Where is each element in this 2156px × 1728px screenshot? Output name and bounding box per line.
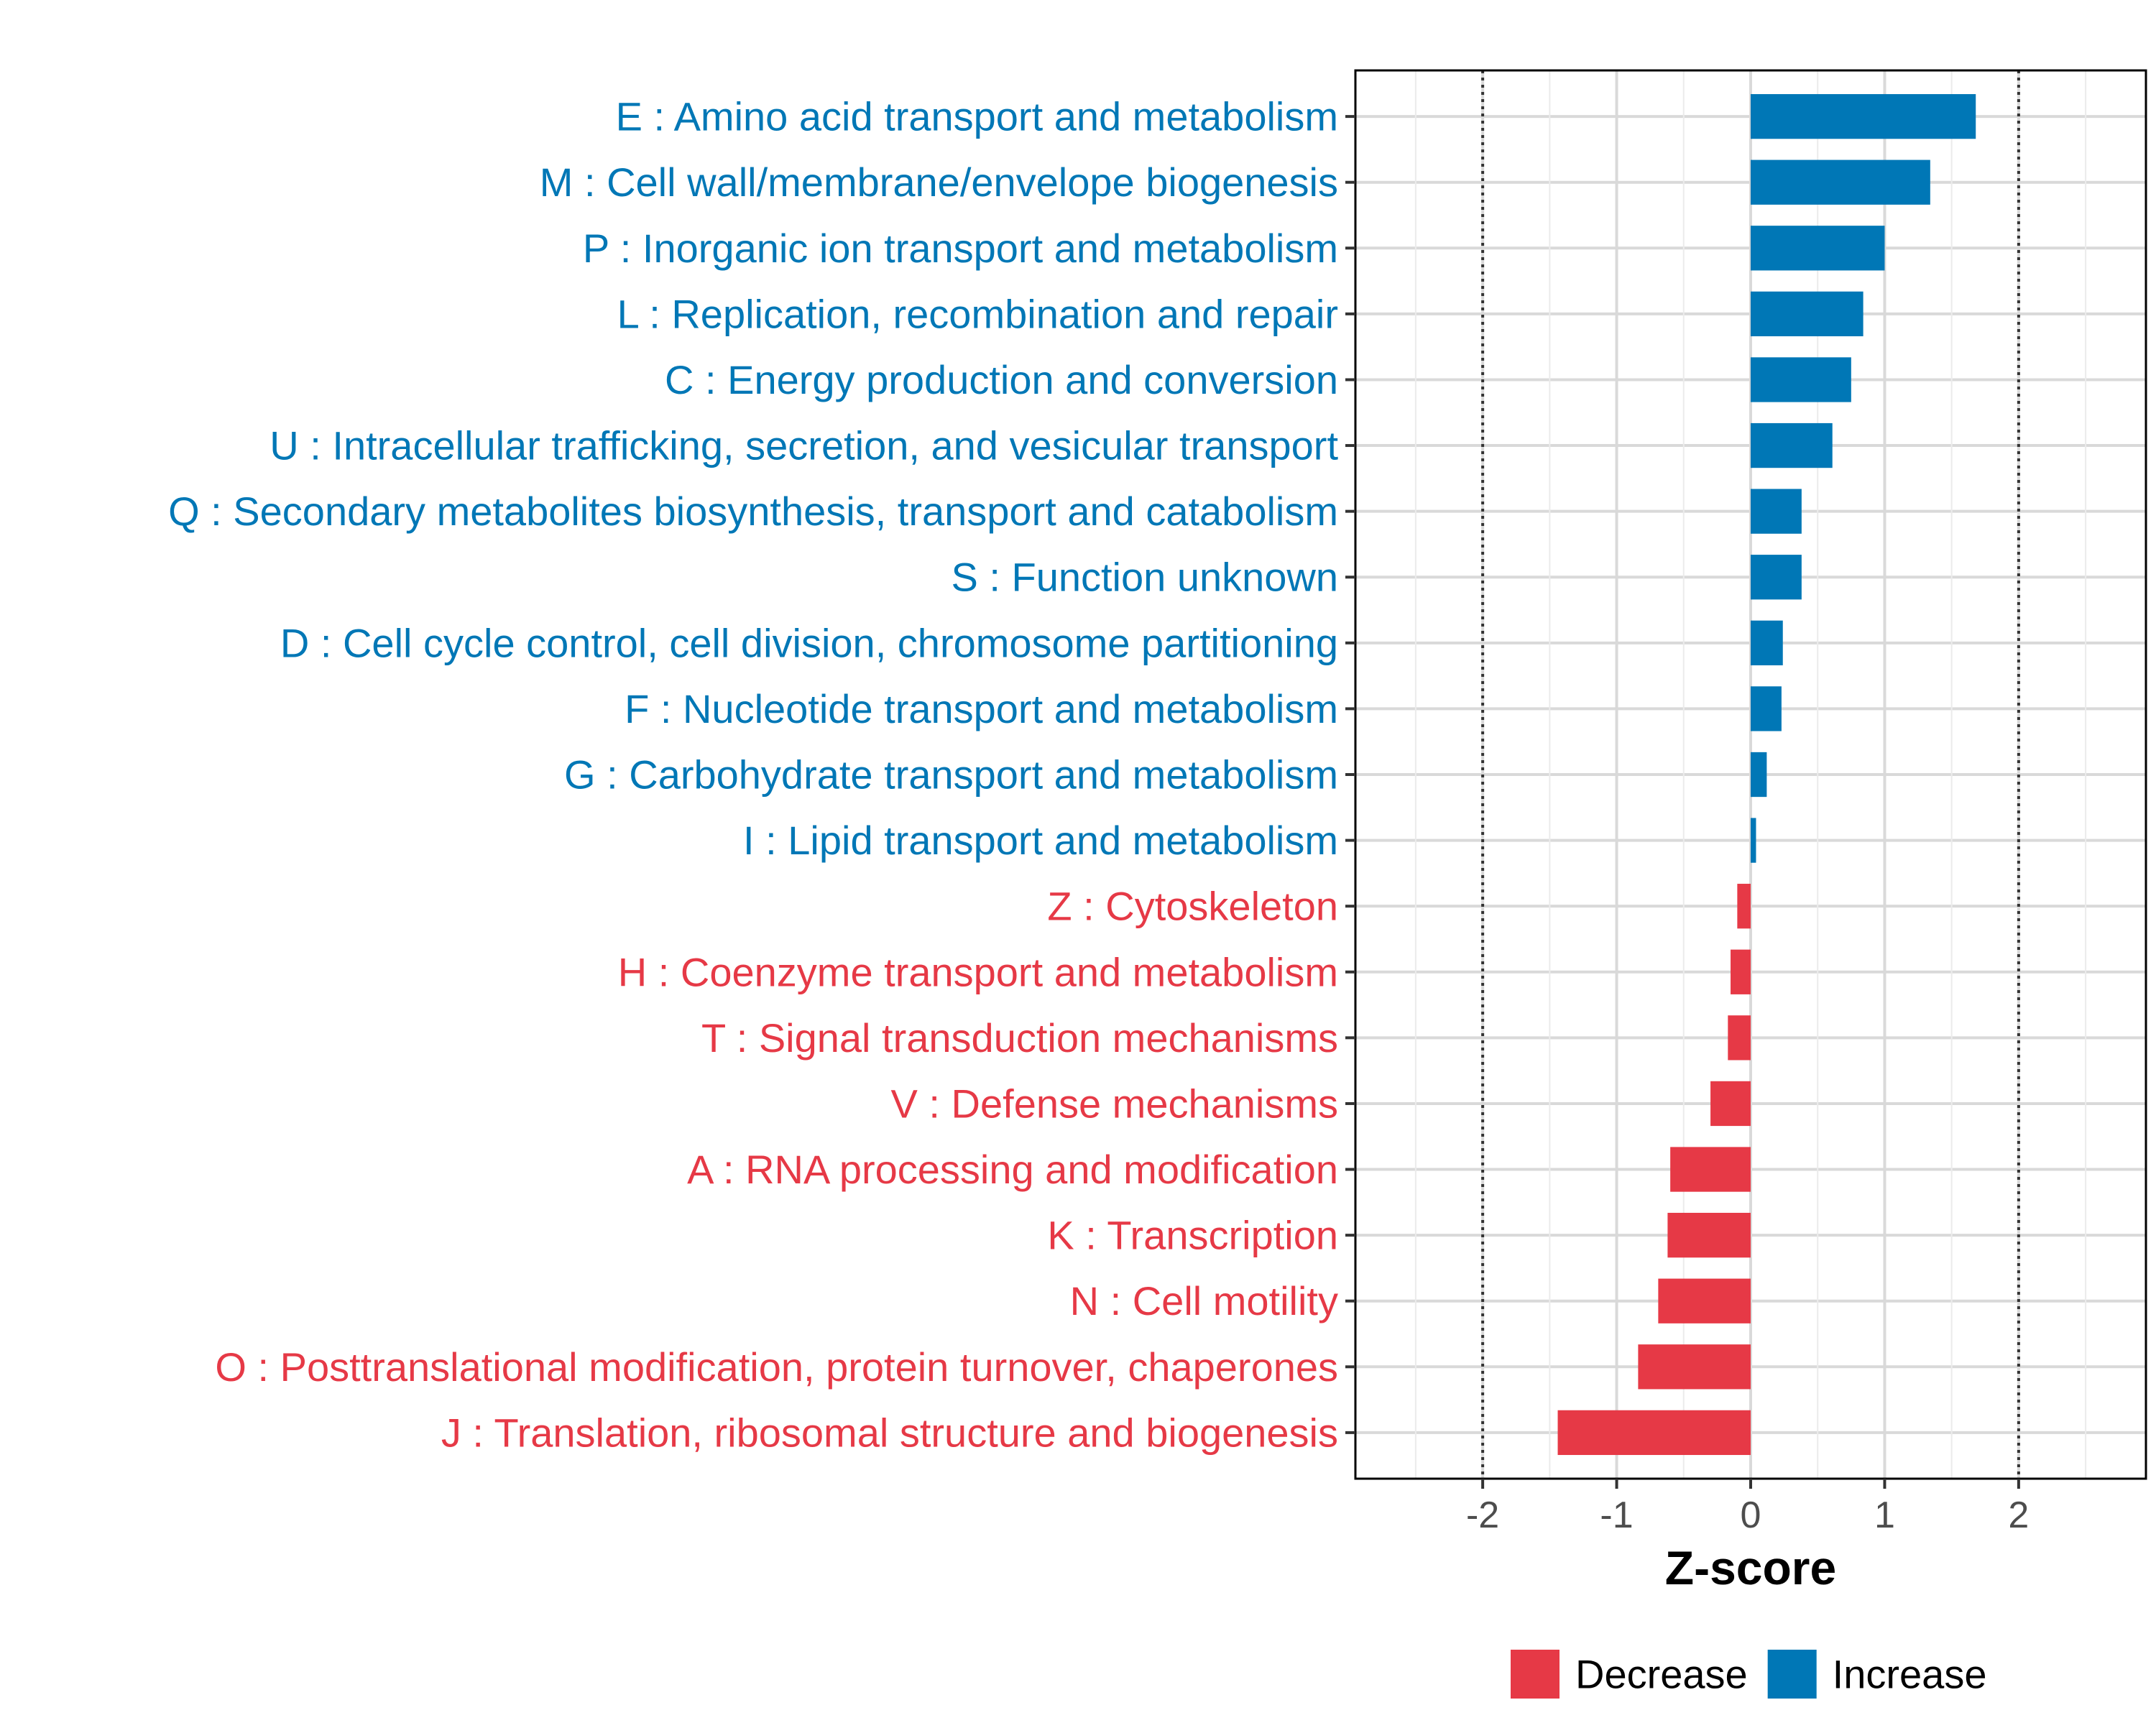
x-tick-label: -2 xyxy=(1466,1494,1499,1536)
legend-item: Decrease xyxy=(1511,1650,1748,1699)
bar xyxy=(1751,686,1782,731)
category-label: U : Intracellular trafficking, secretion… xyxy=(270,423,1338,468)
bar xyxy=(1751,422,1833,468)
bar xyxy=(1751,818,1756,863)
x-tick-label: 0 xyxy=(1741,1494,1761,1536)
category-label: C : Energy production and conversion xyxy=(665,357,1338,402)
category-label: L : Replication, recombination and repai… xyxy=(617,291,1338,336)
x-tick-label: 2 xyxy=(2008,1494,2029,1536)
bar xyxy=(1751,93,1976,139)
category-label: O : Posttranslational modification, prot… xyxy=(215,1344,1338,1390)
category-label: E : Amino acid transport and metabolism xyxy=(616,94,1338,139)
x-tick-label: 1 xyxy=(1874,1494,1895,1536)
bar xyxy=(1731,949,1751,994)
y-axis-ticks xyxy=(1345,115,1355,1434)
category-labels: E : Amino acid transport and metabolism M… xyxy=(168,94,1338,1456)
bar xyxy=(1728,1015,1751,1061)
legend-label: Increase xyxy=(1833,1652,1987,1697)
bar xyxy=(1751,620,1783,665)
category-label: D : Cell cycle control, cell division, c… xyxy=(280,620,1338,665)
reference-line-layer xyxy=(1481,70,2020,1479)
category-label: P : Inorganic ion transport and metaboli… xyxy=(583,226,1338,271)
category-label: Z : Cytoskeleton xyxy=(1047,884,1338,929)
x-axis-title: Z-score xyxy=(1665,1541,1836,1594)
category-label: K : Transcription xyxy=(1047,1213,1338,1258)
bar xyxy=(1751,226,1885,271)
category-label: N : Cell motility xyxy=(1070,1278,1338,1323)
bar-layer xyxy=(1557,93,1976,1456)
category-label: H : Coenzyme transport and metabolism xyxy=(618,949,1338,994)
category-label: Q : Secondary metabolites biosynthesis, … xyxy=(168,489,1338,534)
bar xyxy=(1751,555,1802,600)
category-label: M : Cell wall/membrane/envelope biogenes… xyxy=(540,160,1338,205)
category-label: S : Function unknown xyxy=(951,555,1338,600)
category-label: V : Defense mechanisms xyxy=(891,1081,1338,1126)
bar xyxy=(1751,291,1864,337)
bar xyxy=(1670,1147,1751,1192)
legend-label: Decrease xyxy=(1575,1652,1748,1697)
bar xyxy=(1710,1081,1751,1127)
category-label: T : Signal transduction mechanisms xyxy=(701,1015,1338,1061)
bar xyxy=(1737,884,1751,929)
category-label: F : Nucleotide transport and metabolism xyxy=(625,686,1338,731)
bar xyxy=(1751,489,1802,534)
x-axis-ticks: -2 -1 0 1 2 xyxy=(1466,1479,2029,1536)
legend-swatch xyxy=(1767,1650,1817,1699)
legend-item: Increase xyxy=(1767,1650,1987,1699)
category-label: I : Lipid transport and metabolism xyxy=(743,818,1338,863)
bar xyxy=(1667,1212,1751,1258)
x-tick-label: -1 xyxy=(1600,1494,1633,1536)
bar xyxy=(1751,160,1930,205)
bar xyxy=(1557,1410,1751,1456)
bar xyxy=(1638,1344,1751,1390)
legend-swatch xyxy=(1511,1650,1560,1699)
legend: Decrease Increase xyxy=(1511,1650,1986,1699)
bar xyxy=(1751,752,1767,798)
category-label: G : Carbohydrate transport and metabolis… xyxy=(564,752,1338,798)
category-label: A : RNA processing and modification xyxy=(687,1147,1338,1192)
category-label: J : Translation, ribosomal structure and… xyxy=(441,1410,1338,1455)
bar xyxy=(1751,357,1851,402)
bar xyxy=(1658,1278,1751,1323)
